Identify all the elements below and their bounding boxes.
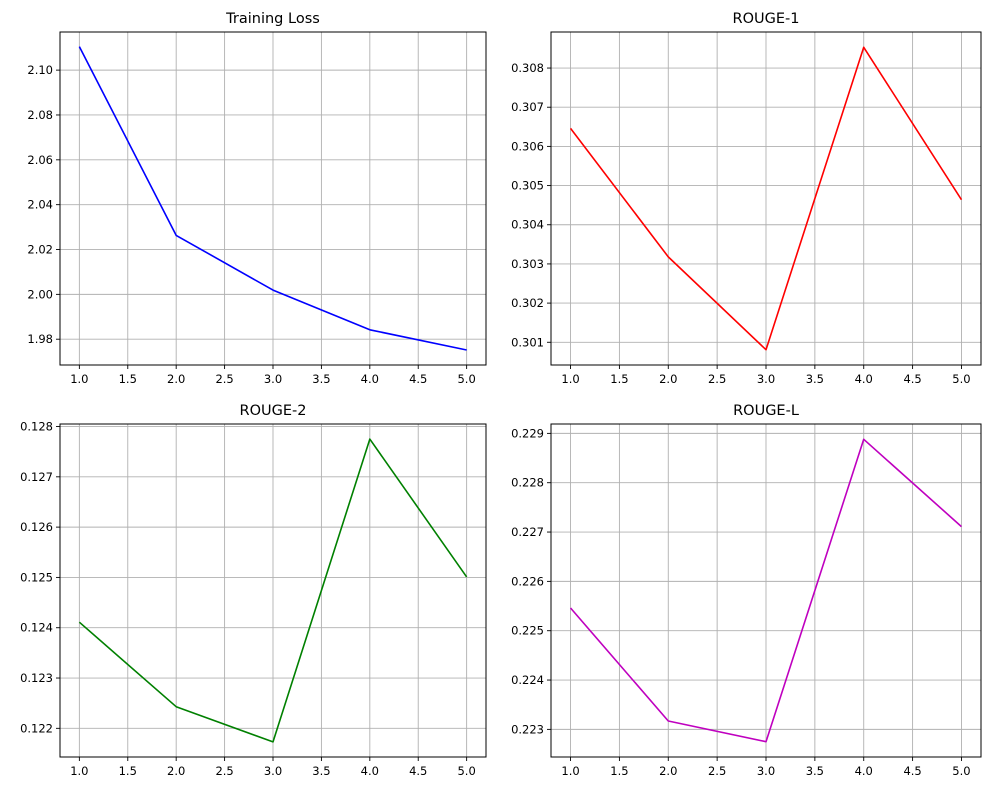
- series-line: [569, 46, 963, 351]
- y-tick-label: 0.226: [511, 574, 544, 588]
- y-tick-label: 0.123: [20, 671, 53, 685]
- y-tick-label: 0.301: [511, 335, 544, 349]
- x-tick-label: 4.5: [409, 372, 427, 386]
- y-tick-label: 2.04: [27, 198, 53, 212]
- subplot-rouge-1: ROUGE-1 1.0 1.5 2.0 2.5 3.0 3.5 4.0 4.5 5.0 0.301…: [511, 11, 982, 386]
- x-tick-label: 3.5: [312, 764, 330, 778]
- x-tick-label: 1.5: [610, 372, 628, 386]
- y-tick-label: 0.308: [511, 61, 544, 75]
- series-line: [569, 438, 962, 743]
- y-tick-label: 0.303: [511, 257, 544, 271]
- x-tick-label: 5.0: [457, 372, 475, 386]
- x-tick-label: 2.5: [708, 764, 726, 778]
- y-tick-label: 0.306: [511, 139, 544, 153]
- x-tick-label: 1.5: [119, 372, 137, 386]
- y-tick-label: 2.08: [27, 108, 53, 122]
- x-tick-label: 1.0: [70, 764, 88, 778]
- x-tick-label: 4.0: [855, 764, 873, 778]
- y-tick-label: 0.227: [511, 525, 544, 539]
- y-tick-label: 2.10: [27, 63, 53, 77]
- y-tick-label: 0.223: [511, 722, 544, 736]
- x-tick-label: 2.0: [659, 764, 677, 778]
- y-tick-label: 0.304: [511, 218, 544, 232]
- subplot-title: ROUGE-L: [733, 403, 799, 419]
- x-tick-label: 3.5: [806, 372, 824, 386]
- x-tick-label: 5.0: [457, 764, 475, 778]
- y-tick-label: 0.225: [511, 624, 544, 638]
- x-tick-label: 3.0: [264, 372, 282, 386]
- x-tick-label: 4.5: [903, 764, 921, 778]
- y-tick-label: 2.00: [27, 287, 53, 301]
- x-tick-label: 3.5: [312, 372, 330, 386]
- y-tick-label: 2.02: [27, 243, 53, 257]
- y-tick-label: 0.125: [20, 570, 53, 584]
- x-tick-label: 1.5: [610, 764, 628, 778]
- subplot-training-loss: Training Loss 1.0 1.5 2.0 2.5 3.0 3.5 4.0 4.5 5.…: [27, 11, 487, 386]
- y-tick-label: 0.305: [511, 179, 544, 193]
- y-tick-label: 0.302: [511, 296, 544, 310]
- x-tick-label: 3.0: [757, 372, 775, 386]
- x-tick-label: 1.5: [119, 764, 137, 778]
- x-tick-label: 1.0: [561, 372, 579, 386]
- x-tick-label: 3.0: [757, 764, 775, 778]
- x-tick-label: 2.5: [215, 372, 233, 386]
- x-tick-label: 4.5: [903, 372, 921, 386]
- x-tick-label: 1.0: [561, 764, 579, 778]
- x-tick-label: 5.0: [952, 764, 970, 778]
- y-tick-label: 0.229: [511, 426, 544, 440]
- x-tick-label: 4.0: [361, 372, 379, 386]
- subplot-rouge-2: ROUGE-2 1.0 1.5 2.0 2.5 3.0 3.5 4.0 4.5 5.0 0.122…: [20, 403, 487, 778]
- y-tick-label: 0.307: [511, 100, 544, 114]
- x-tick-label: 3.0: [264, 764, 282, 778]
- x-tick-label: 3.5: [806, 764, 824, 778]
- x-tick-label: 2.0: [167, 764, 185, 778]
- x-tick-label: 4.0: [361, 764, 379, 778]
- y-tick-label: 1.98: [27, 332, 53, 346]
- x-tick-label: 2.0: [167, 372, 185, 386]
- x-tick-label: 2.5: [708, 372, 726, 386]
- x-tick-label: 1.0: [70, 372, 88, 386]
- y-tick-label: 2.06: [27, 153, 53, 167]
- x-tick-label: 2.0: [659, 372, 677, 386]
- y-tick-label: 0.122: [20, 721, 53, 735]
- y-tick-label: 0.128: [20, 420, 53, 434]
- subplot-rouge-l: ROUGE-L 1.0 1.5 2.0 2.5 3.0 3.5 4.0 4.5 5.0 0.223…: [511, 403, 982, 778]
- x-tick-label: 4.5: [409, 764, 427, 778]
- x-tick-label: 5.0: [952, 372, 970, 386]
- y-tick-label: 0.228: [511, 476, 544, 490]
- x-tick-label: 2.5: [215, 764, 233, 778]
- subplot-title: ROUGE-1: [733, 11, 800, 27]
- y-tick-label: 0.127: [20, 470, 53, 484]
- y-tick-label: 0.124: [20, 621, 53, 635]
- subplot-title: ROUGE-2: [240, 403, 307, 419]
- series-line: [78, 438, 468, 743]
- y-tick-label: 0.126: [20, 520, 53, 534]
- series-line: [78, 46, 467, 351]
- y-tick-label: 0.224: [511, 673, 544, 687]
- subplot-title: Training Loss: [225, 11, 320, 27]
- x-tick-label: 4.0: [855, 372, 873, 386]
